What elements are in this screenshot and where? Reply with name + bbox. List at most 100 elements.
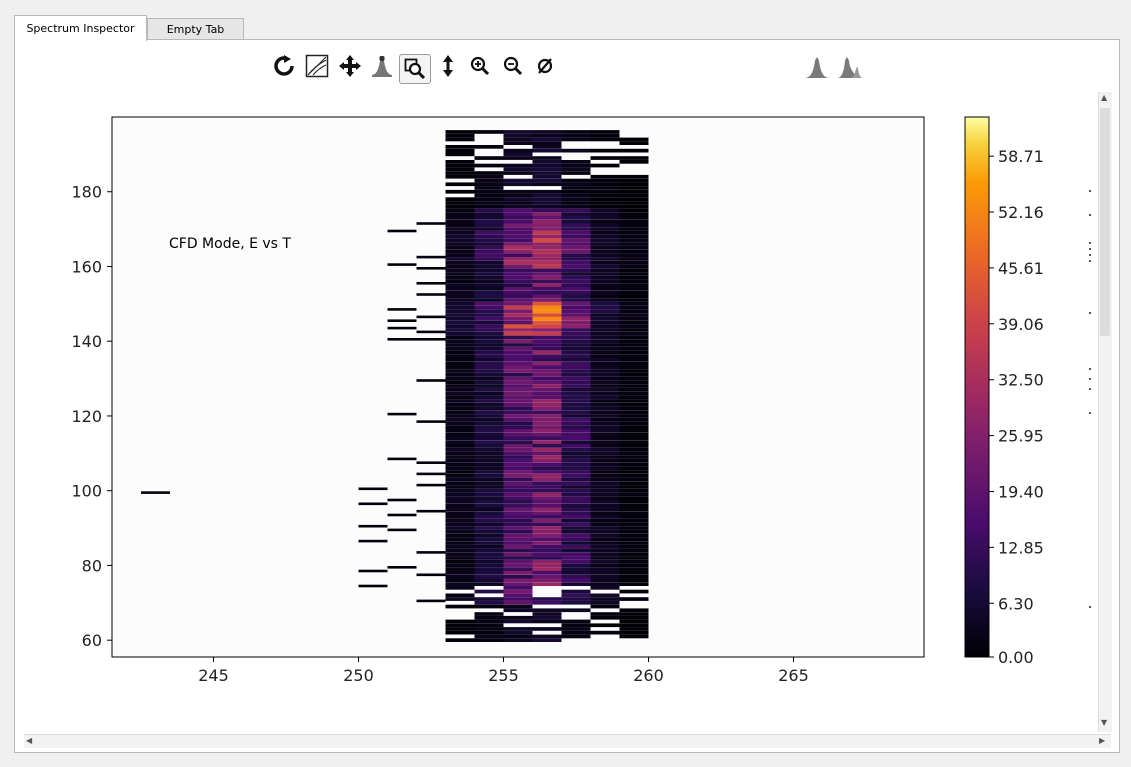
heatmap-cell <box>532 373 562 377</box>
pan-button[interactable] <box>336 52 364 80</box>
zoom-in-button[interactable] <box>466 52 494 80</box>
heatmap-cell <box>619 582 649 586</box>
heatmap-cell <box>619 477 649 482</box>
heatmap-cell <box>532 544 562 549</box>
y-range-button[interactable] <box>434 52 462 80</box>
scroll-left-icon[interactable]: ◀ <box>26 736 33 745</box>
heatmap-cell <box>619 615 649 620</box>
heatmap-cell <box>445 167 475 172</box>
vertical-arrows-icon <box>443 55 453 77</box>
heatmap-cell <box>561 522 591 527</box>
heatmap-cell <box>561 231 591 235</box>
heatmap-cell <box>532 417 562 422</box>
scroll-up-icon[interactable]: ▲ <box>1101 93 1108 102</box>
heatmap-cell <box>474 429 504 433</box>
heatmap-cell <box>474 331 504 336</box>
x-tick-label: 245 <box>198 666 229 685</box>
heatmap-cell <box>590 417 620 422</box>
clear-button[interactable] <box>531 52 559 80</box>
heatmap-cell <box>532 302 562 306</box>
heatmap-cell <box>619 335 649 340</box>
vertical-scrollbar[interactable]: ▲ ▼ <box>1098 92 1112 732</box>
zoom-out-button[interactable] <box>499 52 527 80</box>
heatmap-cell <box>445 152 475 157</box>
heatmap-cell <box>532 511 562 515</box>
heatmap-cell <box>503 492 533 497</box>
heatmap-cell <box>532 227 562 231</box>
heatmap-cell <box>445 272 475 276</box>
heatmap-cell <box>532 339 562 344</box>
colorbar-tick-label: 12.85 <box>998 538 1044 557</box>
heatmap-cell <box>561 376 591 381</box>
heatmap-cell <box>503 264 533 269</box>
heatmap-cell <box>474 455 504 459</box>
heatmap-cell <box>590 410 620 415</box>
heatmap-cell <box>590 529 620 534</box>
heatmap-cell <box>619 589 649 594</box>
plot-area[interactable]: 245 250 255 260 265 60 80 100 120 140 160 180 CFD … <box>24 92 1099 736</box>
colorbar-tick-label: 19.40 <box>998 483 1044 502</box>
reset-view-button[interactable] <box>270 52 298 80</box>
heatmap-cell <box>590 458 620 463</box>
heatmap-cell <box>561 533 591 538</box>
heatmap-cell <box>532 343 562 347</box>
heatmap-cell <box>532 503 562 508</box>
heatmap-cell <box>416 282 446 285</box>
heatmap-cell <box>474 485 504 489</box>
horizontal-scrollbar[interactable]: ◀ ▶ <box>24 734 1111 748</box>
heatmap-cell <box>561 578 591 583</box>
heatmap-cell <box>503 182 533 187</box>
heatmap-cell <box>619 503 649 508</box>
heatmap-cell <box>532 272 562 276</box>
heatmap-cell <box>590 578 620 583</box>
heatmap-cell <box>532 358 562 362</box>
colorbar-tick-label: 32.50 <box>998 371 1044 390</box>
heatmap-cell <box>619 410 649 415</box>
heatmap-cell <box>532 634 562 639</box>
gaussian-fit-button[interactable] <box>803 52 831 80</box>
heatmap-cell <box>474 406 504 411</box>
heatmap-cell <box>619 156 649 160</box>
heatmap-cell <box>532 279 562 284</box>
heatmap-cell <box>532 526 562 530</box>
heatmap-cell <box>503 373 533 377</box>
heatmap-cell <box>474 466 504 471</box>
heatmap-cell <box>445 339 475 344</box>
heatmap-cell <box>445 287 475 291</box>
heatmap-cell <box>590 436 620 441</box>
y-tick-label: 80 <box>82 556 102 575</box>
scroll-down-icon[interactable]: ▼ <box>1101 718 1108 727</box>
heatmap-cell <box>532 316 562 321</box>
tab-empty[interactable]: Empty Tab <box>147 18 244 40</box>
heatmap-cell <box>474 171 504 175</box>
heatmap-cell <box>532 361 562 366</box>
heatmap-cell <box>445 208 475 213</box>
heatmap-cell <box>590 567 620 571</box>
skewed-fit-button[interactable] <box>836 52 864 80</box>
log-scale-button[interactable] <box>303 52 331 80</box>
heatmap-cell <box>590 133 620 138</box>
tab-spectrum-inspector[interactable]: Spectrum Inspector <box>14 15 147 41</box>
heatmap-cell <box>532 574 562 579</box>
heatmap-cell <box>532 189 562 194</box>
scroll-right-icon[interactable]: ▶ <box>1099 736 1106 745</box>
heatmap-cell <box>503 283 533 287</box>
heatmap-chart[interactable]: 245 250 255 260 265 60 80 100 120 140 160 180 CFD … <box>24 92 1099 736</box>
heatmap-cell <box>561 178 591 183</box>
heatmap-cell <box>474 268 504 272</box>
zoom-rect-button[interactable] <box>399 54 431 84</box>
heatmap-cell <box>590 440 620 444</box>
heatmap-cell <box>474 335 504 340</box>
heatmap-cell <box>561 563 591 568</box>
pan-icon <box>339 55 361 77</box>
vertical-scroll-thumb[interactable] <box>1100 108 1110 336</box>
heatmap-cell <box>590 156 620 160</box>
colorbar-tick-label: 39.06 <box>998 315 1044 334</box>
heatmap-cell <box>503 485 533 489</box>
heatmap-cell <box>590 302 620 306</box>
peak-button[interactable] <box>368 52 396 80</box>
heatmap-cell <box>445 201 475 205</box>
heatmap-cell <box>503 163 533 168</box>
heatmap-cell <box>532 395 562 400</box>
heatmap-cell <box>561 167 591 172</box>
